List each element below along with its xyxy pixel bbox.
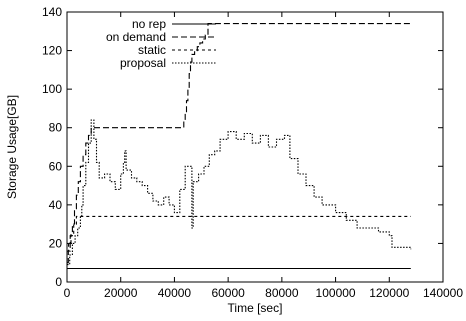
legend-label: no rep (132, 17, 166, 31)
series-line-static (67, 215, 411, 252)
series-layer (67, 23, 412, 270)
x-tick-label: 80000 (265, 286, 299, 300)
y-tick-label: 80 (49, 121, 63, 135)
x-axis-title: Time [sec] (228, 301, 283, 315)
y-tick-label: 20 (49, 236, 63, 250)
plot-frame (66, 11, 444, 283)
x-tick-label: 120000 (369, 286, 409, 300)
y-tick-label: 40 (49, 198, 63, 212)
y-tick-label: 120 (42, 44, 62, 58)
legend-label: static (138, 43, 166, 57)
y-tick-label: 100 (42, 82, 62, 96)
x-tick-label: 0 (64, 286, 71, 300)
y-tick-label: 140 (42, 5, 62, 19)
y-tick-label: 60 (49, 159, 63, 173)
x-tick-label: 140000 (423, 286, 463, 300)
series-line-on-demand (67, 23, 411, 264)
x-tick-label: 60000 (211, 286, 245, 300)
x-tick-label: 40000 (158, 286, 192, 300)
x-tick-label: 20000 (104, 286, 138, 300)
series-line-proposal (67, 119, 412, 266)
legend-label: on demand (106, 30, 166, 44)
x-tick-label: 100000 (316, 286, 356, 300)
y-tick-label: 0 (55, 275, 62, 289)
legend-label: proposal (120, 56, 166, 70)
y-axis-title: Storage Usage[GB] (5, 95, 19, 199)
ticks-layer: 0 20000 40000 60000 80000 100000 120000 140000 0… (42, 5, 463, 300)
